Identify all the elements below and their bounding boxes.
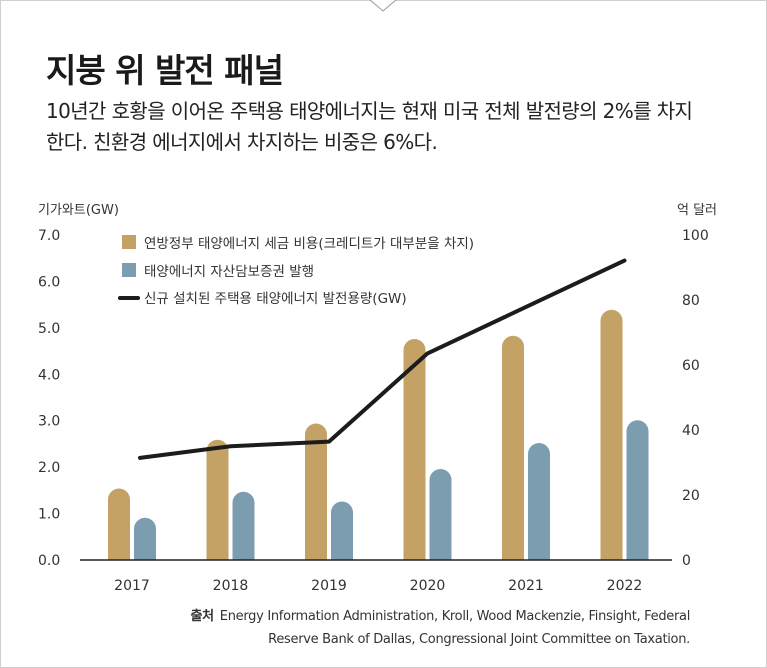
right-axis-tick-label: 40 (682, 423, 700, 439)
legend-label-abs: 태양에너지 자산담보증권 발행 (144, 264, 314, 280)
bar-abs-issuance (429, 469, 452, 560)
left-axis-tick-label: 4.0 (38, 367, 60, 383)
left-axis-tick-label: 1.0 (38, 507, 60, 523)
bar-abs-issuance (331, 501, 353, 560)
right-axis-tick-label: 100 (682, 228, 709, 244)
x-axis-tick-label: 2019 (311, 578, 347, 594)
left-axis-tick-label: 2.0 (38, 460, 60, 476)
right-axis-title: 억 달러 (677, 203, 718, 218)
left-axis-tick-label: 7.0 (38, 228, 60, 244)
legend-swatch-abs (122, 263, 136, 277)
bar-tax-credit (600, 309, 623, 560)
notch-chevron-icon (369, 0, 397, 12)
x-axis-tick-label: 2018 (213, 578, 249, 594)
right-axis-tick-label: 0 (682, 553, 691, 569)
left-axis-title: 기가와트(GW) (38, 203, 119, 218)
x-axis-tick-label: 2020 (410, 578, 446, 594)
bar-abs-issuance (232, 491, 255, 560)
x-axis-tick-label: 2021 (508, 578, 544, 594)
legend-label-capacity: 신규 설치된 주택용 태양에너지 발전용량(GW) (144, 291, 407, 307)
source-text: Energy Information Administration, Kroll… (219, 609, 691, 647)
right-axis-tick-label: 80 (682, 293, 700, 309)
bar-abs-issuance (134, 517, 156, 560)
source-note: 출처 Energy Information Administration, Kro… (180, 605, 690, 651)
left-axis-tick-label: 3.0 (38, 414, 60, 430)
x-axis-tick-label: 2017 (114, 578, 150, 594)
bar-tax-credit (502, 335, 524, 560)
bar-abs-issuance (528, 443, 550, 560)
right-axis-tick-label: 20 (682, 488, 700, 504)
source-label: 출처 (190, 609, 214, 624)
bar-tax-credit (206, 439, 229, 560)
right-axis-tick-label: 60 (682, 358, 700, 374)
legend-swatch-tax-credit (122, 235, 136, 249)
page-subtitle: 10년간 호황을 이어온 주택용 태양에너지는 현재 미국 전체 발전량의 2%… (46, 99, 693, 154)
bar-abs-issuance (626, 420, 649, 560)
left-axis-tick-label: 6.0 (38, 274, 60, 290)
bar-tax-credit (403, 339, 426, 560)
bar-tax-credit (305, 423, 327, 560)
page-title: 지붕 위 발전 패널 (46, 51, 284, 90)
legend-label-tax-credit: 연방정부 태양에너지 세금 비용(크레디트가 대부분을 차지) (144, 236, 474, 252)
x-axis-tick-label: 2022 (607, 578, 643, 594)
bar-tax-credit (108, 488, 130, 560)
left-axis-tick-label: 5.0 (38, 321, 60, 337)
left-axis-tick-label: 0.0 (38, 553, 60, 569)
line-residential-capacity (138, 258, 627, 460)
